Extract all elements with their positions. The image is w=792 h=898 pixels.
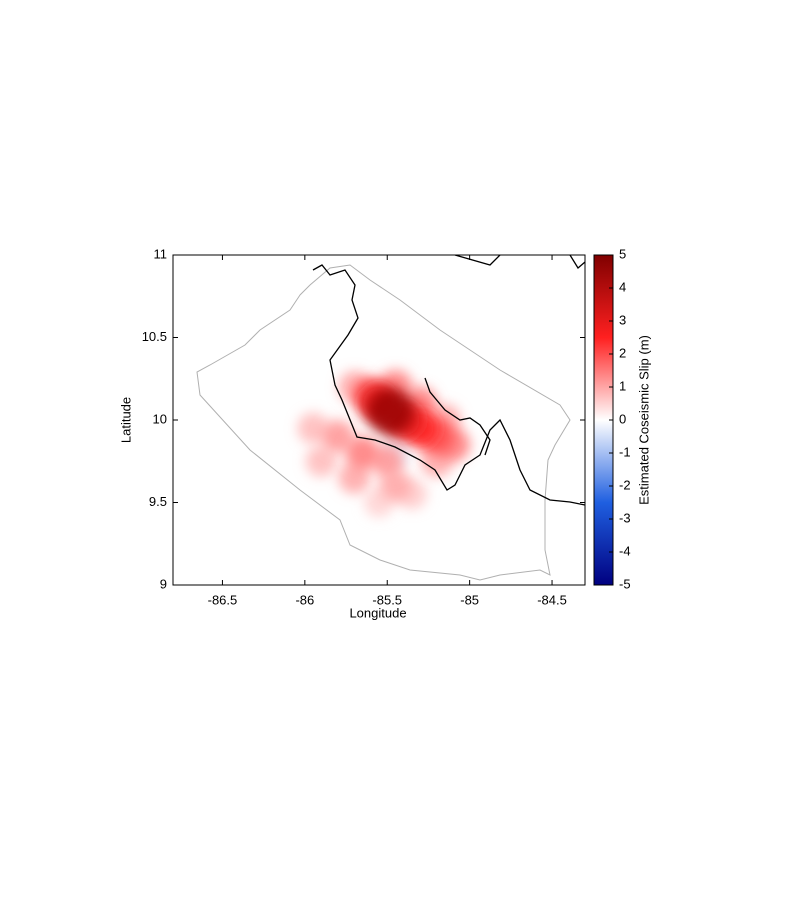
- x-tick-label: -84.5: [537, 592, 567, 607]
- colorbar-tick-label: 5: [619, 246, 626, 261]
- y-tick-label: 10.5: [142, 329, 167, 344]
- border: [569, 255, 585, 269]
- colorbar-tick-label: -1: [619, 444, 631, 459]
- slip-patch: [367, 388, 414, 435]
- slip-patch: [297, 412, 329, 444]
- coastline: [312, 264, 585, 506]
- x-tick-label: -85: [460, 592, 479, 607]
- x-tick-label: -86.5: [208, 592, 238, 607]
- y-axis-label: Latitude: [118, 397, 133, 443]
- border: [454, 255, 501, 266]
- colorbar-tick-label: 1: [619, 378, 626, 393]
- x-tick-label: -85.5: [372, 592, 402, 607]
- colorbar-label: Estimated Coseismic Slip (m): [636, 335, 651, 505]
- gulf-coast: [424, 377, 491, 456]
- map-layout: [196, 255, 585, 581]
- y-tick-label: 10: [153, 411, 167, 426]
- slip-patch: [305, 445, 337, 477]
- colorbar-tick-label: -5: [619, 576, 631, 591]
- colorbar-tick-label: -3: [619, 510, 631, 525]
- slip-patch: [321, 420, 355, 453]
- colorbar-tick-label: 0: [619, 411, 626, 426]
- y-tick-label: 9.5: [149, 494, 167, 509]
- slip-layer: [297, 370, 471, 518]
- colorbar-tick-label: 2: [619, 345, 626, 360]
- colorbar-tick-label: -2: [619, 477, 631, 492]
- x-axis-label: Longitude: [349, 605, 406, 620]
- x-tick-label: -86: [295, 592, 314, 607]
- colorbar-tick-label: 3: [619, 312, 626, 327]
- colorbar-tick-label: 4: [619, 279, 626, 294]
- y-tick-label: 11: [154, 246, 168, 261]
- slip-patch: [379, 470, 412, 502]
- colorbar-tick-label: -4: [619, 543, 631, 558]
- slip-patch: [345, 436, 380, 470]
- fault-outline: [196, 264, 571, 581]
- y-tick-label: 9: [160, 576, 167, 591]
